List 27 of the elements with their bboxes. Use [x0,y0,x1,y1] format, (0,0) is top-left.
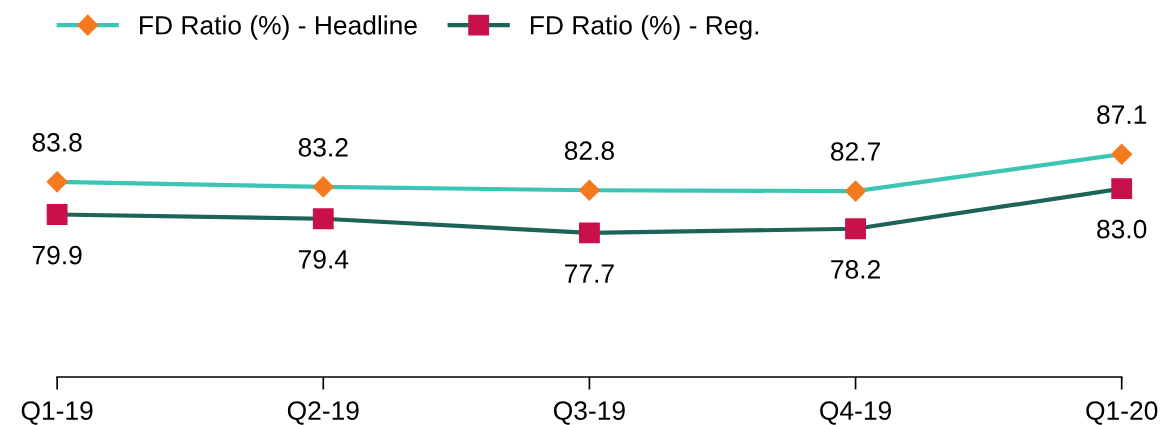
point [312,208,334,230]
point [46,204,68,225]
point [845,180,867,202]
data-label: 82.7 [831,142,880,161]
x-tick-label: Q4-19 [820,401,891,425]
point [1111,178,1133,199]
x-tick-label: Q2-19 [287,401,359,425]
data-label: 83.2 [298,137,348,157]
data-label: 87.1 [1097,105,1147,125]
x-tick-label: Q3-19 [553,401,625,425]
x-tick-label: Q1-19 [21,401,93,425]
data-label: 83.0 [1097,219,1147,239]
point [312,176,334,198]
data-label: 79.9 [32,245,82,265]
point [1111,143,1133,165]
data-label: 83.8 [32,132,82,152]
data-label: 78.2 [831,260,880,279]
data-label: 77.7 [565,264,614,283]
point [578,179,600,201]
point [578,222,600,244]
data-label: 79.4 [298,249,349,269]
point [845,218,866,240]
x-tick-label: Q1-20 [1086,401,1158,425]
data-label: 82.8 [564,141,614,161]
legend-label: FD Ratio (%) - Reg. [530,15,759,40]
point [46,171,68,193]
legend-label: FD Ratio (%) - Headline [140,15,417,40]
